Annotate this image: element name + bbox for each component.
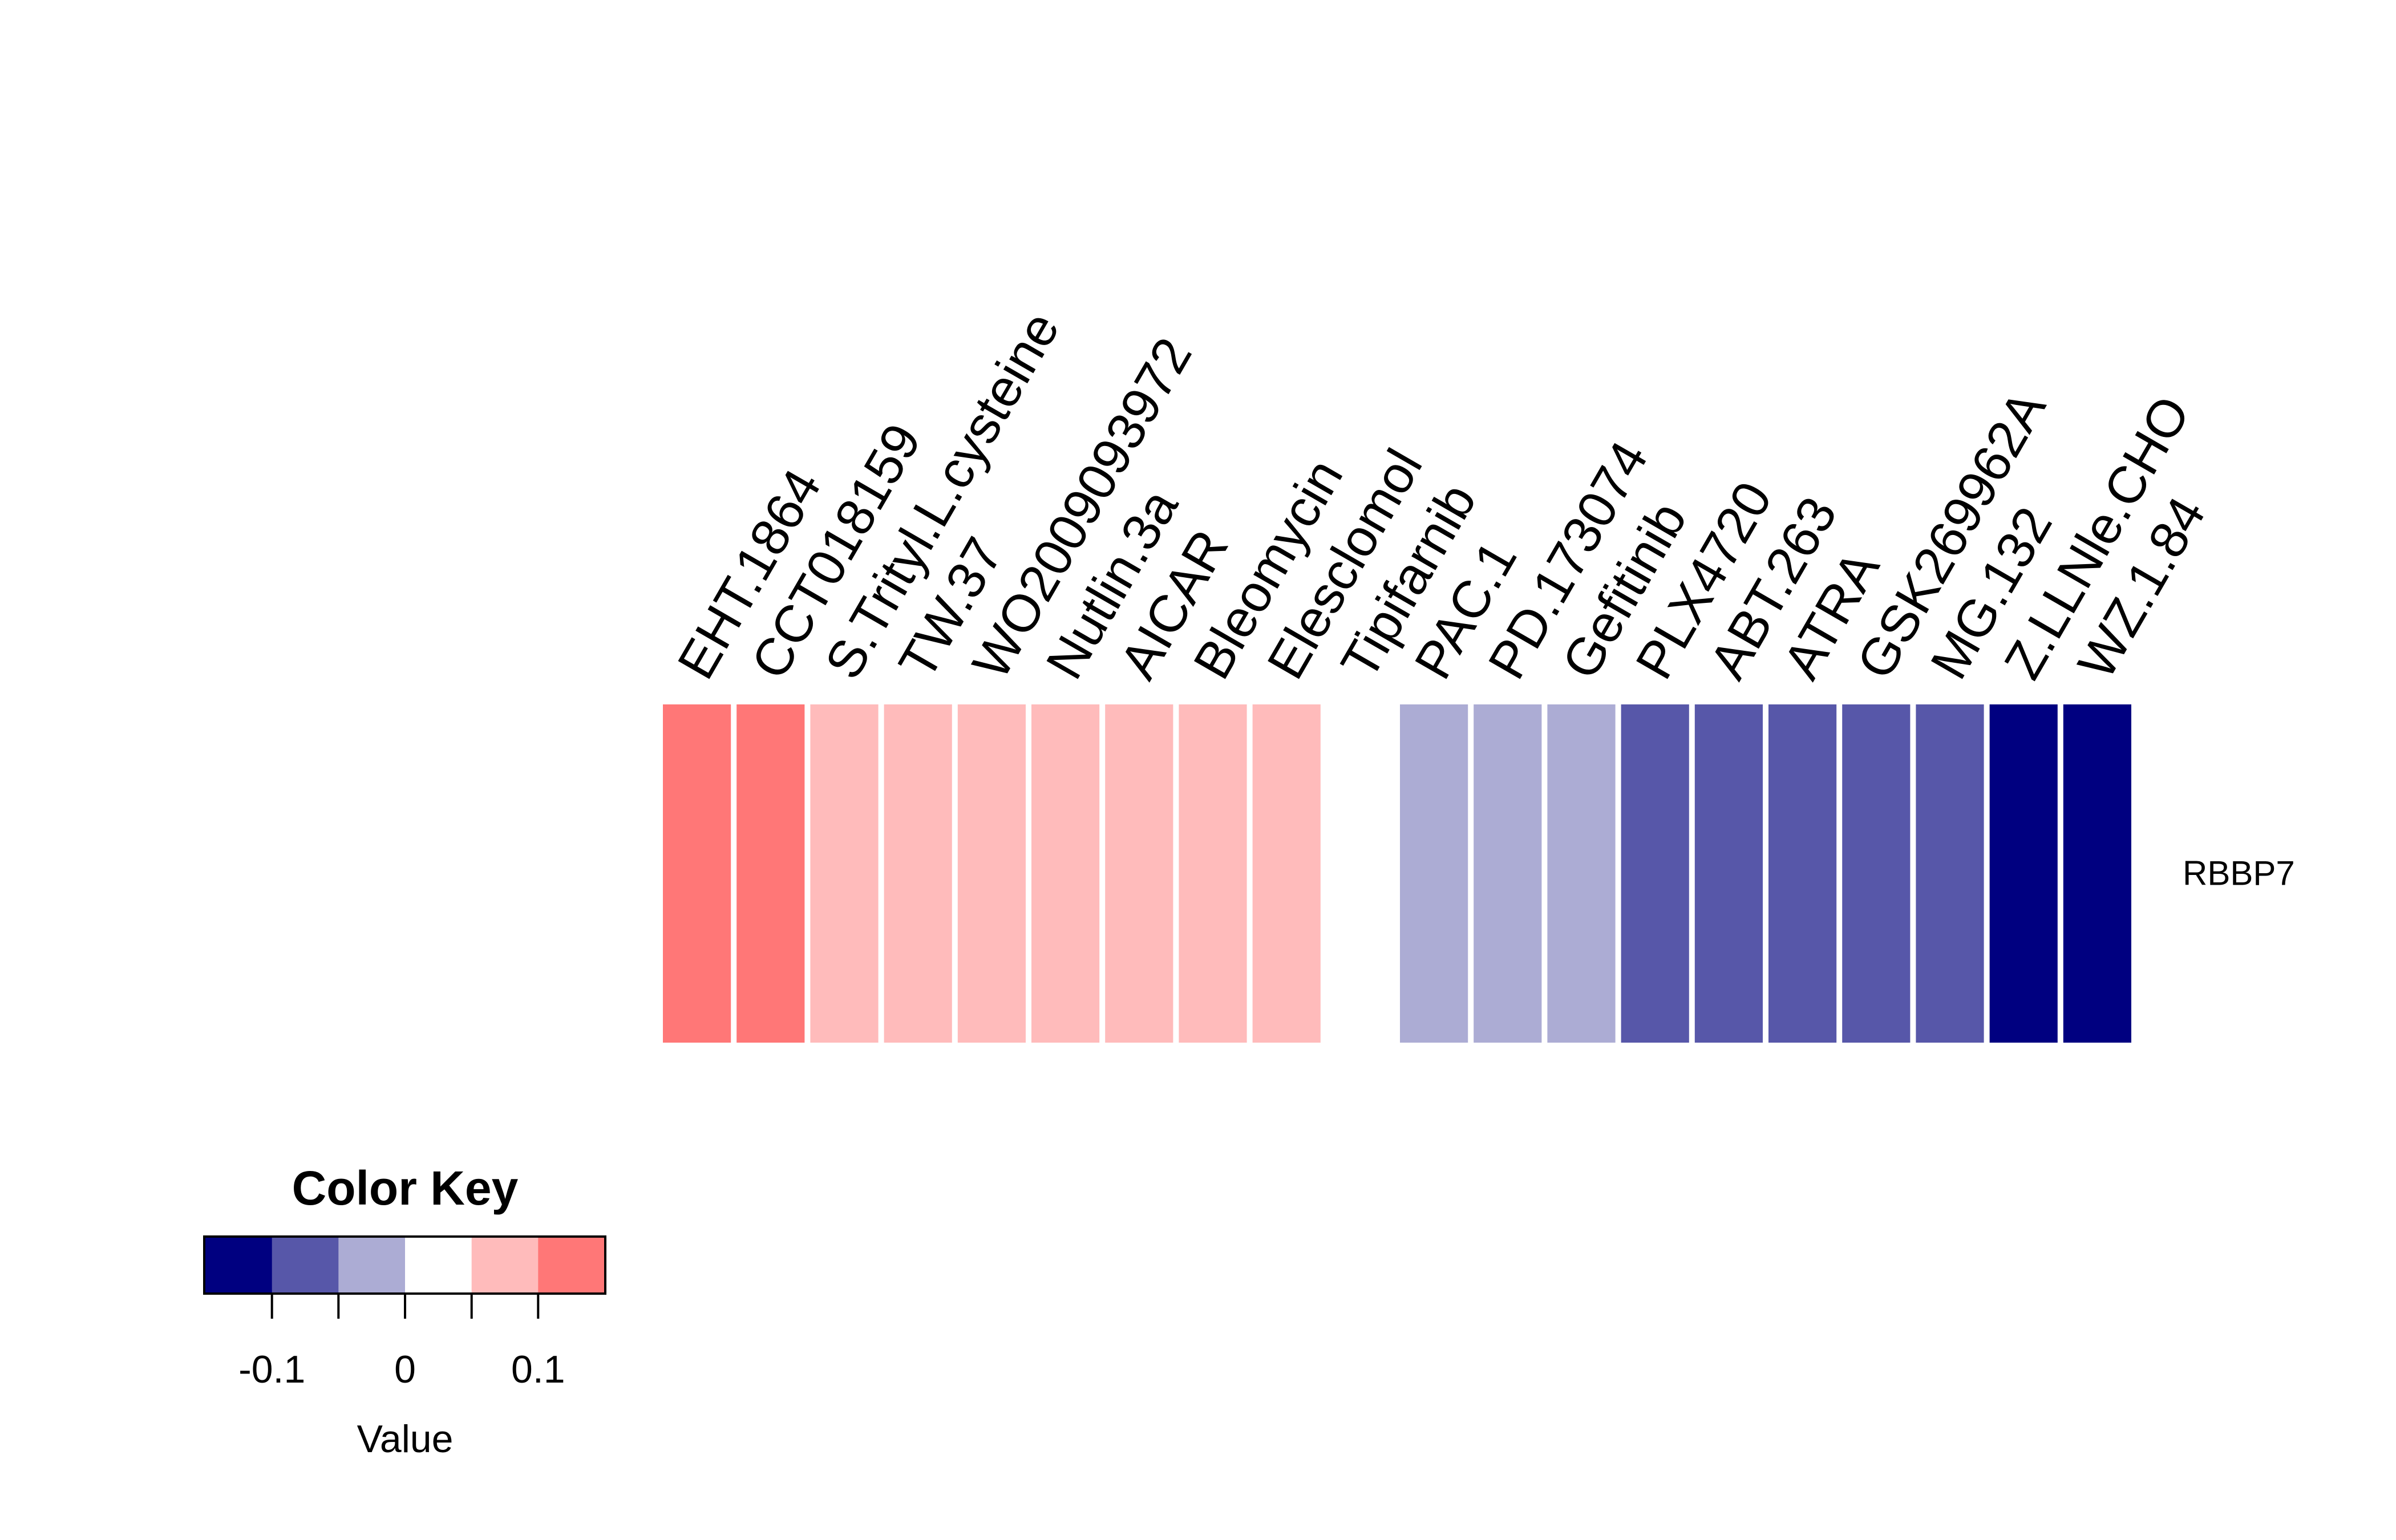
heatmap-cells [663,704,2131,1043]
heatmap-cell [1989,704,2058,1043]
color-key-swatch [338,1238,406,1292]
heatmap-cell [1916,704,1984,1043]
heatmap-cell [2063,704,2131,1043]
heatmap-cell [1842,704,1911,1043]
color-key-swatch [205,1238,273,1292]
color-key-title: Color Key [292,1161,519,1215]
row-labels: RBBP7 [2183,854,2295,893]
color-key-tick-label: -0.1 [238,1348,305,1391]
color-key-swatch [272,1238,339,1292]
color-key-tick-label: 0 [394,1348,416,1391]
heatmap-cell [1400,704,1468,1043]
heatmap-cell [1105,704,1173,1043]
heatmap-cell [1768,704,1837,1043]
color-key-swatch [471,1238,539,1292]
color-key: Color Key -0.1 0 0.1 Value [203,1161,606,1461]
heatmap-cell [810,704,879,1043]
column-labels: EHT.1864CCT018159S.Trityl.L.cysteineTW.3… [667,302,2217,688]
color-key-axis-label: Value [357,1417,454,1461]
heatmap-cell [1547,704,1616,1043]
heatmap-cell [1252,704,1321,1043]
heatmap-cell [736,704,805,1043]
heatmap-cell [1474,704,1542,1043]
heatmap-cell [1694,704,1763,1043]
heatmap-cell [884,704,952,1043]
color-key-swatches [205,1238,605,1292]
color-key-swatch [538,1238,605,1292]
color-key-tick-label: 0.1 [511,1348,565,1391]
heatmap-cell [663,704,731,1043]
heatmap-cell [1326,704,1394,1043]
heatmap-cell [957,704,1026,1043]
color-key-swatch [405,1238,472,1292]
color-key-ticks: -0.1 0 0.1 [238,1294,565,1391]
heatmap-cell [1179,704,1247,1043]
heatmap-cell [1621,704,1689,1043]
heatmap-cell [1031,704,1100,1043]
row-label: RBBP7 [2183,854,2295,893]
